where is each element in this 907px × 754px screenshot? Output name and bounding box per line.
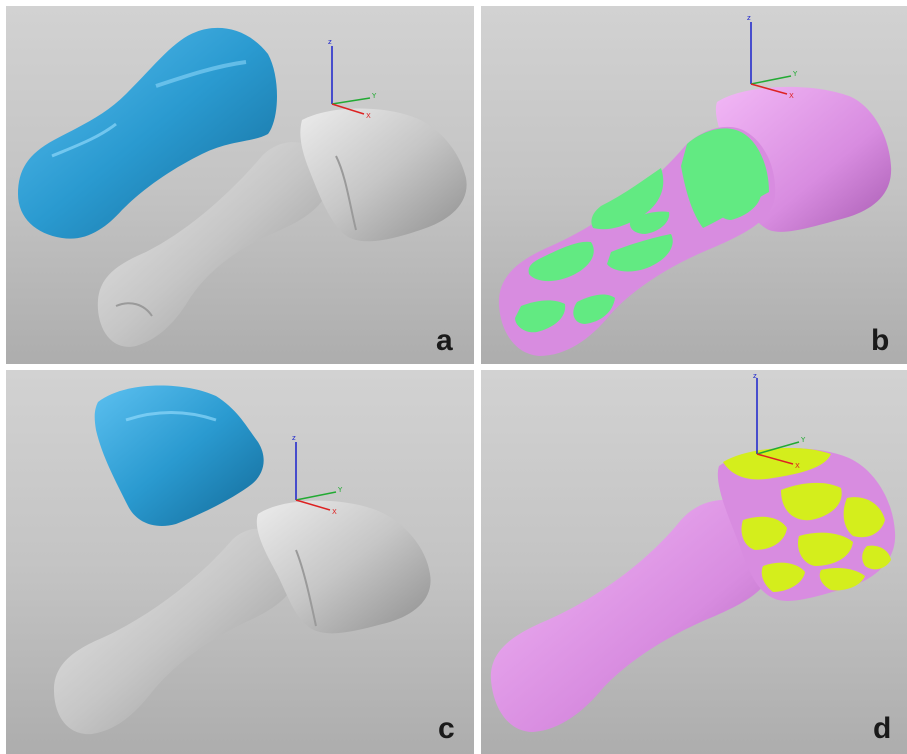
axis-label-z: z <box>328 38 332 46</box>
axis-triad: z Y X <box>747 14 798 100</box>
axis-triad: z Y X <box>328 38 377 120</box>
panel-a: z Y X a <box>6 6 474 364</box>
axis-label-x: X <box>795 462 800 470</box>
axis-label-y: Y <box>800 436 806 444</box>
carpal-shape <box>717 448 896 601</box>
axis-label-y: Y <box>792 70 798 78</box>
gray-carpal-shape <box>300 108 467 242</box>
gray-carpal-shape <box>256 500 431 634</box>
gray-bone-shape <box>54 528 297 735</box>
axis-label-x: X <box>789 92 794 100</box>
axis-label-z: z <box>292 434 296 442</box>
axis-triad: z Y X <box>753 372 806 470</box>
panel-b: z Y X b <box>481 6 907 364</box>
panel-label-d: d <box>873 712 892 745</box>
panel-d: z Y X d <box>481 370 907 754</box>
panel-label-c: c <box>438 712 455 745</box>
gray-bone-shape <box>97 142 331 347</box>
axis-label-x: X <box>366 112 371 120</box>
yellow-overlay-patches <box>723 447 891 592</box>
blue-carpal-shape <box>94 385 264 526</box>
metacarpal-shape <box>490 500 773 732</box>
panel-label-a: a <box>436 324 453 357</box>
bone-render-d: z Y X <box>490 372 896 732</box>
bone-render-c: z Y X <box>54 385 431 735</box>
bone-render-a: z Y X <box>18 27 467 347</box>
axis-triad: z Y X <box>292 434 343 516</box>
green-overlay-patches <box>515 128 769 333</box>
axis-label-y: Y <box>337 486 343 494</box>
axis-label-x: X <box>332 508 337 516</box>
axis-label-y: Y <box>371 92 377 100</box>
panel-label-b: b <box>871 324 890 357</box>
blue-bone-shape <box>18 27 277 239</box>
axis-label-z: z <box>753 372 757 380</box>
panel-c: z Y X c <box>6 370 474 754</box>
axis-label-z: z <box>747 14 751 22</box>
bone-render-b: z Y X <box>498 14 892 356</box>
